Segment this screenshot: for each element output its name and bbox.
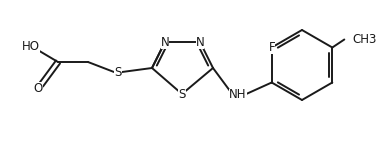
Text: HO: HO (22, 40, 40, 52)
Text: S: S (114, 66, 122, 78)
Text: F: F (268, 41, 275, 54)
Text: NH: NH (229, 88, 247, 101)
Text: S: S (178, 87, 186, 101)
Text: CH3: CH3 (352, 33, 377, 46)
Text: N: N (161, 35, 169, 49)
Text: O: O (33, 81, 43, 95)
Text: N: N (195, 35, 204, 49)
